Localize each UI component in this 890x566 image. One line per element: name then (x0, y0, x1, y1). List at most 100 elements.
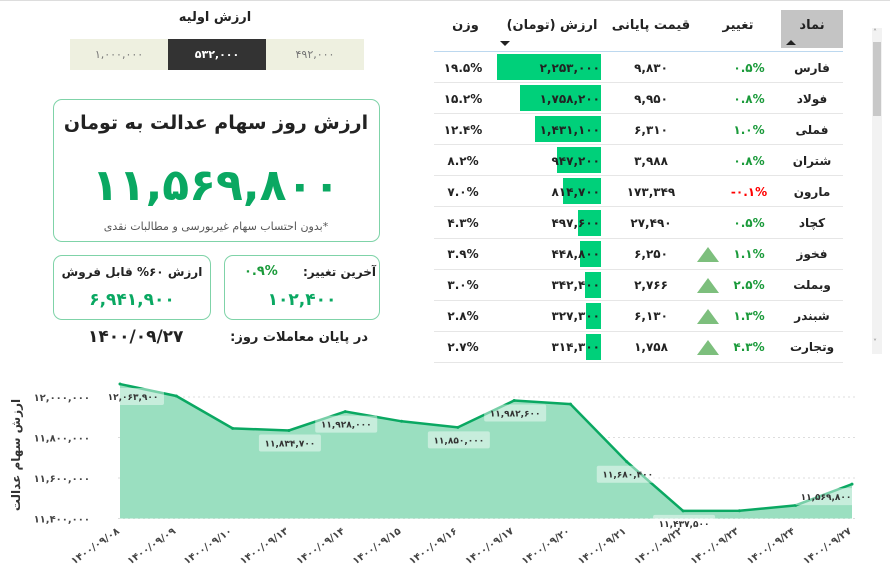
scrollbar-thumb[interactable] (873, 42, 881, 116)
header-change[interactable]: تغییر (695, 10, 781, 48)
initial-value-option-492000[interactable]: ۴۹۲,۰۰۰ (266, 39, 364, 70)
y-tick-label: ۱۱,۸۰۰,۰۰۰ (34, 434, 90, 445)
value-history-chart: ۱۲,۰۰۰,۰۰۰ ۱۱,۸۰۰,۰۰۰ ۱۱,۶۰۰,۰۰۰ ۱۱,۴۰۰,۰۰۰… (9, 382, 857, 566)
data-point[interactable] (456, 425, 460, 429)
header-divider (434, 51, 843, 52)
symbol-cell: وبملت (793, 278, 831, 293)
data-point[interactable] (737, 509, 741, 513)
x-tick-label: ۱۴۰۰/۰۹/۲۰ (520, 526, 572, 566)
table-row[interactable]: فخوز ۱.۱% ۶,۲۵۰ ۴۴۸,۸۰۰ ۳.۹% (434, 239, 843, 270)
symbol-cell: فخوز (796, 247, 828, 262)
x-tick-label: ۱۴۰۰/۰۹/۰۸ (69, 526, 121, 566)
value-cell: ۸۱۴,۷۰۰ (551, 184, 600, 199)
data-point[interactable] (287, 428, 291, 432)
symbol-cell: مارون (793, 184, 831, 199)
weight-cell: ۴.۳% (447, 216, 479, 230)
table-row[interactable]: وتجارت ۴.۳% ۱,۷۵۸ ۳۱۴,۳۰۰ ۲.۷% (434, 332, 843, 363)
change-cell: ۰.۸% (733, 153, 765, 168)
x-tick-label: ۱۴۰۰/۰۹/۱۳ (238, 526, 290, 566)
value-cell: ۴۹۷,۶۰۰ (551, 216, 600, 230)
header-weight-label: وزن (452, 18, 479, 33)
data-point[interactable] (400, 419, 404, 423)
initial-value-option-1000000[interactable]: ۱,۰۰۰,۰۰۰ (70, 39, 168, 70)
top-divider (0, 0, 890, 1)
up-arrow-icon (693, 301, 723, 332)
value-cell: ۴۴۸,۸۰۰ (551, 247, 600, 262)
header-weight[interactable]: وزن (434, 10, 497, 48)
change-cell: ۰.۵% (733, 216, 765, 230)
close-cell: ۶,۲۵۰ (634, 247, 668, 262)
table-row[interactable]: فولاد ۰.۸% ۹,۹۵۰ ۱,۷۵۸,۲۰۰ ۱۵.۲% (434, 83, 843, 115)
data-point[interactable] (174, 394, 178, 398)
data-point[interactable] (794, 503, 798, 507)
main-value: ۱۱,۵۶۹,۸۰۰ (91, 160, 341, 211)
header-change-label: تغییر (722, 18, 754, 33)
series-line (119, 382, 853, 513)
y-tick-label: ۱۱,۶۰۰,۰۰۰ (34, 474, 90, 485)
scroll-down-icon[interactable]: ˅ (873, 338, 877, 347)
data-label: ۱۱,۹۲۸,۰۰۰ (321, 421, 372, 431)
sellable-value-card (53, 255, 211, 320)
data-label: ۱۱,۶۸۰,۴۰۰ (602, 471, 653, 481)
table-row[interactable]: شبندر ۱.۳% ۶,۱۳۰ ۳۲۷,۳۰۰ ۲.۸% (434, 301, 843, 332)
header-value[interactable]: ارزش (تومان) (497, 10, 607, 48)
data-point[interactable] (625, 460, 629, 464)
symbol-cell: فملی (795, 122, 829, 137)
value-cell: ۱,۷۵۸,۲۰۰ (539, 91, 600, 106)
weight-cell: ۸.۲% (447, 153, 479, 168)
data-point[interactable] (118, 382, 122, 386)
initial-value-option-532000[interactable]: ۵۳۲,۰۰۰ (168, 39, 266, 70)
close-cell: ۹,۸۳۰ (634, 60, 668, 75)
last-change-percent: ۰.۹% (244, 264, 278, 279)
header-symbol[interactable]: نماد (781, 10, 843, 48)
main-value-note: *بدون احتساب سهام غیربورسی و مطالبات نقد… (103, 220, 329, 233)
change-cell: ۱.۱% (733, 247, 765, 262)
table-row[interactable]: مارون -۰.۱% ۱۷۳,۳۴۹ ۸۱۴,۷۰۰ ۷.۰% (434, 176, 843, 208)
last-change-title: آخرین تغییر: (302, 265, 376, 279)
table-row[interactable]: شتران ۰.۸% ۳,۹۸۸ ۹۴۷,۲۰۰ ۸.۲% (434, 145, 843, 177)
y-tick-label: ۱۱,۴۰۰,۰۰۰ (34, 515, 90, 526)
data-point[interactable] (343, 410, 347, 414)
change-cell: -۰.۱% (730, 184, 768, 199)
value-bar (557, 147, 601, 174)
weight-cell: ۳.۰% (447, 278, 479, 293)
close-cell: ۶,۱۳۰ (634, 309, 668, 324)
data-point[interactable] (850, 482, 854, 486)
value-cell: ۳۴۲,۴۰۰ (551, 278, 600, 293)
main-value-card (53, 99, 380, 242)
value-bar (535, 116, 601, 143)
weight-cell: ۲.۸% (447, 309, 479, 324)
table-row[interactable]: وبملت ۲.۵% ۲,۷۶۶ ۳۴۲,۴۰۰ ۳.۰% (434, 270, 843, 301)
table-scrollbar[interactable] (872, 28, 882, 354)
x-tick-label: ۱۴۰۰/۰۹/۲۷ (801, 526, 853, 566)
data-label: ۱۱,۸۳۴,۷۰۰ (265, 439, 316, 449)
x-tick-label: ۱۴۰۰/۰۹/۱۷ (464, 526, 516, 566)
x-tick-label: ۱۴۰۰/۰۹/۲۱ (576, 526, 628, 566)
value-bar (563, 178, 601, 205)
symbol-cell: شتران (792, 153, 832, 168)
data-label: ۱۲,۰۶۳,۹۰۰ (108, 393, 159, 403)
data-label: ۱۱,۴۳۷,۵۰۰ (659, 520, 710, 530)
close-cell: ۳,۹۸۸ (634, 153, 668, 168)
up-arrow-icon (693, 332, 723, 363)
end-of-day-date: ۱۴۰۰/۰۹/۲۷ (88, 327, 184, 347)
table-row[interactable]: کچاد ۰.۵% ۲۷,۴۹۰ ۴۹۷,۶۰۰ ۴.۳% (434, 208, 843, 239)
x-tick-label: ۱۴۰۰/۰۹/۱۰ (182, 526, 234, 566)
scroll-up-icon[interactable]: ˄ (873, 28, 877, 37)
data-point[interactable] (568, 402, 572, 406)
value-cell: ۳۱۴,۳۰۰ (551, 340, 600, 355)
change-cell: ۱.۰% (733, 122, 765, 137)
value-bar (586, 333, 601, 360)
area-fill (120, 384, 852, 519)
header-close[interactable]: قیمت پایانی (607, 10, 695, 48)
data-point[interactable] (681, 509, 685, 513)
table-row[interactable]: فملی ۱.۰% ۶,۳۱۰ ۱,۴۳۱,۱۰۰ ۱۲.۴% (434, 114, 843, 146)
value-bar (586, 302, 601, 329)
data-point[interactable] (231, 426, 235, 430)
y-axis-label: ارزش سهام عدالت (9, 399, 24, 511)
value-bar (520, 85, 601, 112)
symbol-cell: وتجارت (789, 340, 835, 355)
data-point[interactable] (512, 399, 516, 403)
close-cell: ۹,۹۵۰ (634, 91, 668, 106)
table-row[interactable]: فارس ۰.۵% ۹,۸۳۰ ۲,۲۵۳,۰۰۰ ۱۹.۵% (434, 52, 843, 83)
